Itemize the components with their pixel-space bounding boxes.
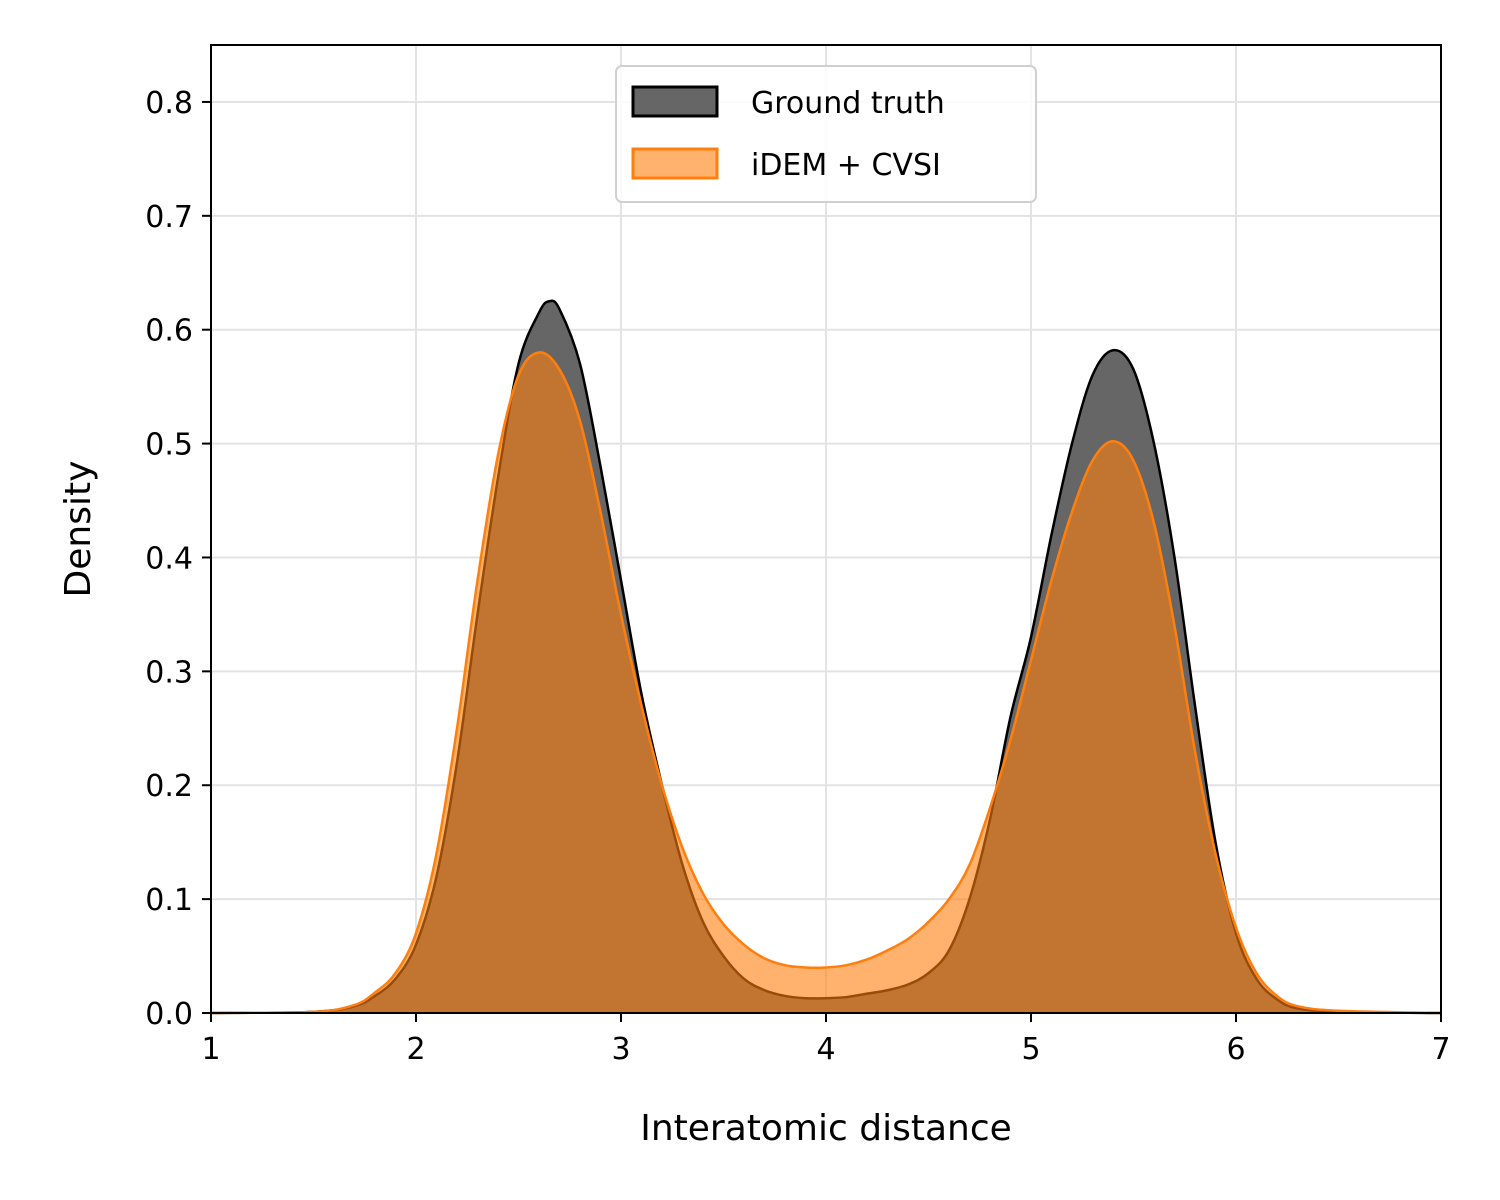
x-tick-label: 5 <box>1021 1032 1040 1067</box>
x-tick-label: 2 <box>406 1032 425 1067</box>
y-tick-label: 0.6 <box>145 314 193 349</box>
legend-swatch-idem-cvsi <box>631 147 719 180</box>
x-tick-label: 3 <box>611 1032 630 1067</box>
y-tick-label: 0.2 <box>145 769 193 804</box>
legend-label-idem-cvsi: iDEM + CVSI <box>751 148 941 183</box>
legend: Ground truth iDEM + CVSI <box>615 65 1037 203</box>
y-tick-label: 0.7 <box>145 200 193 235</box>
y-axis-label: Density <box>58 461 99 598</box>
y-tick-label: 0.4 <box>145 541 193 576</box>
axis-ticks: 1 2 3 4 5 6 7 0.0 0.1 0.2 0.3 0.4 0.5 0.6 0.7 0.8 <box>145 86 1450 1067</box>
x-tick-label: 6 <box>1226 1032 1245 1067</box>
y-tick-label: 0.3 <box>145 655 193 690</box>
x-tick-label: 1 <box>201 1032 220 1067</box>
x-tick-label: 7 <box>1431 1032 1450 1067</box>
y-tick-label: 0.8 <box>145 86 193 121</box>
line-idem-cvsi <box>210 351 1442 1015</box>
x-axis-label: Interatomic distance <box>640 1108 1012 1149</box>
series-areas <box>210 299 1442 1015</box>
y-tick-label: 0.1 <box>145 883 193 918</box>
y-tick-label: 0.5 <box>145 428 193 463</box>
legend-box <box>615 65 1037 203</box>
y-tick-label: 0.0 <box>145 997 193 1032</box>
area-idem-cvsi <box>211 352 1441 1013</box>
legend-swatch-ground-truth <box>631 85 719 118</box>
legend-label-ground-truth: Ground truth <box>751 86 945 121</box>
x-tick-label: 4 <box>816 1032 835 1067</box>
